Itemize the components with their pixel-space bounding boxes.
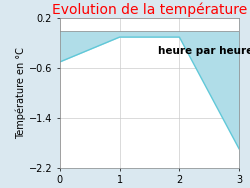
Title: Evolution de la température: Evolution de la température (52, 3, 247, 17)
Y-axis label: Température en °C: Température en °C (15, 47, 26, 139)
Text: heure par heure: heure par heure (158, 46, 250, 56)
